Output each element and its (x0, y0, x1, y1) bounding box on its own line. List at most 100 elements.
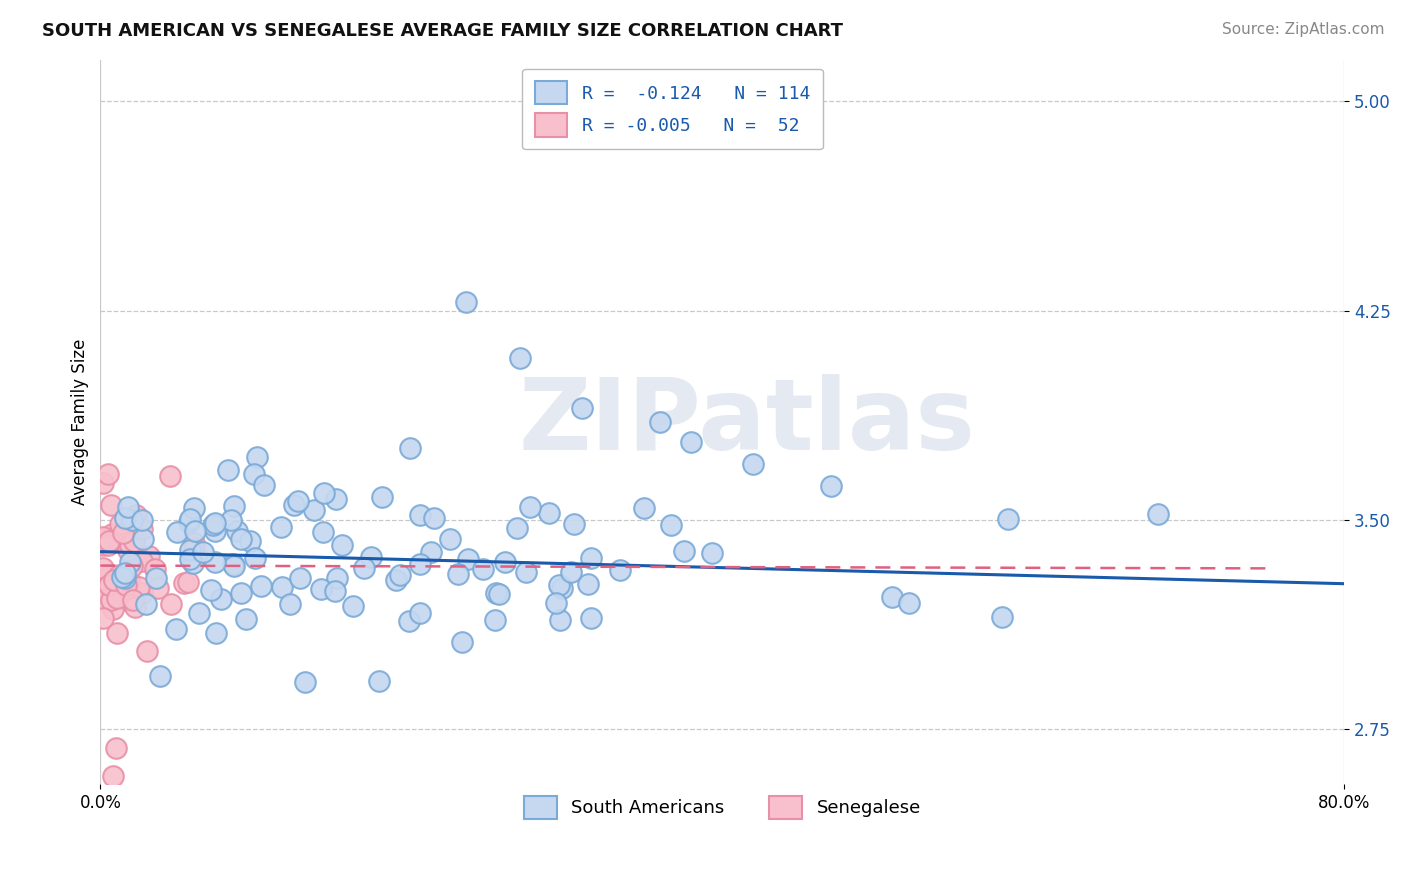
Point (389, 567, 412, 582)
Point (118, 573, 141, 587)
Point (633, 501, 655, 516)
Point (229, 586, 252, 600)
Point (280, 597, 302, 611)
Point (104, 741, 127, 756)
Point (177, 515, 200, 529)
Point (93, 476, 115, 491)
Point (246, 450, 269, 464)
Point (131, 513, 153, 527)
Point (114, 568, 136, 582)
Point (114, 570, 136, 584)
Point (579, 611, 602, 625)
Point (97, 467, 120, 481)
Point (121, 593, 143, 607)
Point (93, 530, 115, 544)
Point (302, 502, 325, 516)
Point (219, 513, 242, 527)
Point (454, 295, 477, 310)
Point (509, 351, 531, 365)
Point (270, 580, 292, 594)
Point (183, 541, 205, 555)
Point (898, 596, 921, 610)
Point (101, 769, 124, 783)
Point (93, 611, 115, 625)
Point (650, 415, 672, 429)
Point (882, 590, 904, 604)
Point (342, 599, 364, 613)
Point (204, 524, 226, 538)
Point (98, 575, 121, 590)
Point (742, 457, 765, 471)
Point (544, 596, 567, 610)
Point (166, 524, 188, 539)
Point (447, 566, 470, 581)
Point (187, 606, 209, 620)
Point (494, 555, 516, 569)
Point (323, 583, 346, 598)
Point (132, 532, 155, 546)
Point (991, 610, 1014, 624)
Point (128, 580, 150, 594)
Point (97, 538, 120, 552)
Point (485, 585, 508, 599)
Point (457, 551, 479, 566)
Point (252, 477, 274, 491)
Point (111, 526, 134, 541)
Point (101, 574, 124, 588)
Point (114, 510, 136, 524)
Point (562, 517, 585, 532)
Point (115, 592, 138, 607)
Point (226, 524, 249, 539)
Point (409, 607, 432, 621)
Point (93, 561, 115, 575)
Point (138, 549, 160, 563)
Point (551, 581, 574, 595)
Text: ZIPatlas: ZIPatlas (519, 374, 976, 470)
Point (330, 538, 353, 552)
Point (488, 587, 510, 601)
Point (311, 582, 333, 597)
Point (173, 575, 195, 590)
Point (143, 562, 166, 576)
Point (423, 511, 446, 525)
Point (420, 545, 443, 559)
Point (681, 434, 703, 449)
Point (325, 491, 347, 506)
Point (224, 559, 246, 574)
Point (519, 500, 541, 514)
Point (184, 524, 207, 538)
Point (371, 490, 394, 504)
Point (409, 557, 432, 571)
Point (204, 555, 226, 569)
Point (312, 525, 335, 540)
Point (235, 612, 257, 626)
Point (515, 565, 537, 579)
Point (672, 544, 695, 558)
Point (287, 494, 309, 508)
Point (117, 500, 139, 514)
Point (270, 520, 292, 534)
Point (115, 578, 138, 592)
Point (229, 532, 252, 546)
Point (145, 571, 167, 585)
Point (159, 597, 181, 611)
Point (398, 614, 420, 628)
Point (353, 560, 375, 574)
Point (159, 468, 181, 483)
Point (202, 518, 225, 533)
Point (450, 635, 472, 649)
Point (560, 565, 582, 579)
Point (136, 644, 159, 658)
Point (135, 597, 157, 611)
Point (200, 582, 222, 597)
Point (183, 535, 205, 549)
Point (245, 550, 267, 565)
Point (367, 674, 389, 689)
Point (97, 533, 120, 548)
Point (183, 500, 205, 515)
Point (131, 522, 153, 536)
Point (439, 532, 461, 546)
Point (100, 593, 122, 607)
Point (148, 669, 170, 683)
Point (165, 622, 187, 636)
